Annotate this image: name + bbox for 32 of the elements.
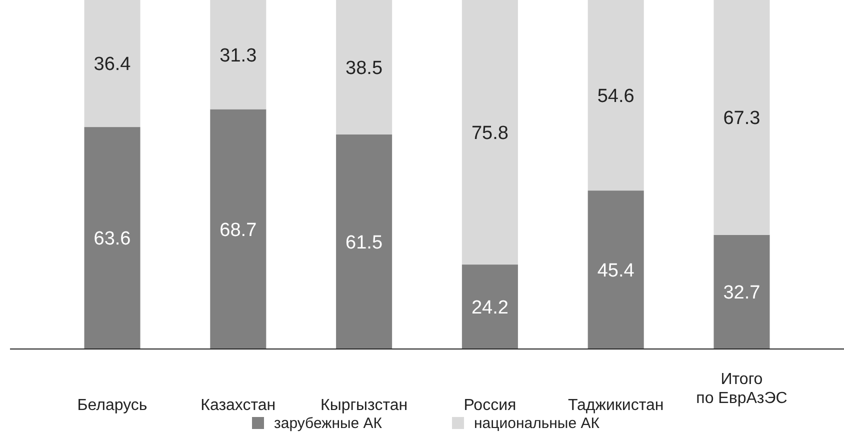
data-label: 31.3 <box>220 45 257 66</box>
bar <box>588 0 644 191</box>
data-label: 63.6 <box>94 228 131 250</box>
bar <box>462 0 518 265</box>
bar <box>588 190 644 349</box>
data-label: 68.7 <box>220 220 257 241</box>
data-label: 32.7 <box>723 282 760 304</box>
legend-label: зарубежные АК <box>274 415 382 432</box>
bar <box>84 0 140 128</box>
x-tick-label: Беларусь <box>77 397 148 414</box>
bar <box>462 264 518 349</box>
bar <box>336 0 392 134</box>
data-label: 36.4 <box>94 54 132 76</box>
data-label: 61.5 <box>346 232 383 254</box>
bar <box>210 109 266 349</box>
bar <box>714 0 770 235</box>
x-tick-label: Россия <box>464 397 516 414</box>
bar <box>714 234 770 349</box>
x-tick-label: Таджикистан <box>568 397 664 414</box>
data-label: 67.3 <box>723 108 760 130</box>
data-label: 38.5 <box>346 58 383 79</box>
x-tick-label: Кыргызстан <box>320 397 408 414</box>
data-label: 24.2 <box>471 297 508 318</box>
data-label: 75.8 <box>471 122 508 144</box>
bar <box>210 0 266 110</box>
bar <box>336 134 392 349</box>
data-label: 54.6 <box>597 86 634 107</box>
data-label: 45.4 <box>597 260 635 282</box>
legend-label: национальные АК <box>474 415 600 432</box>
x-tick-label: Казахстан <box>200 397 276 414</box>
x-tick-label: Итого по ЕврАзЭС <box>696 371 788 407</box>
bar <box>84 127 140 349</box>
